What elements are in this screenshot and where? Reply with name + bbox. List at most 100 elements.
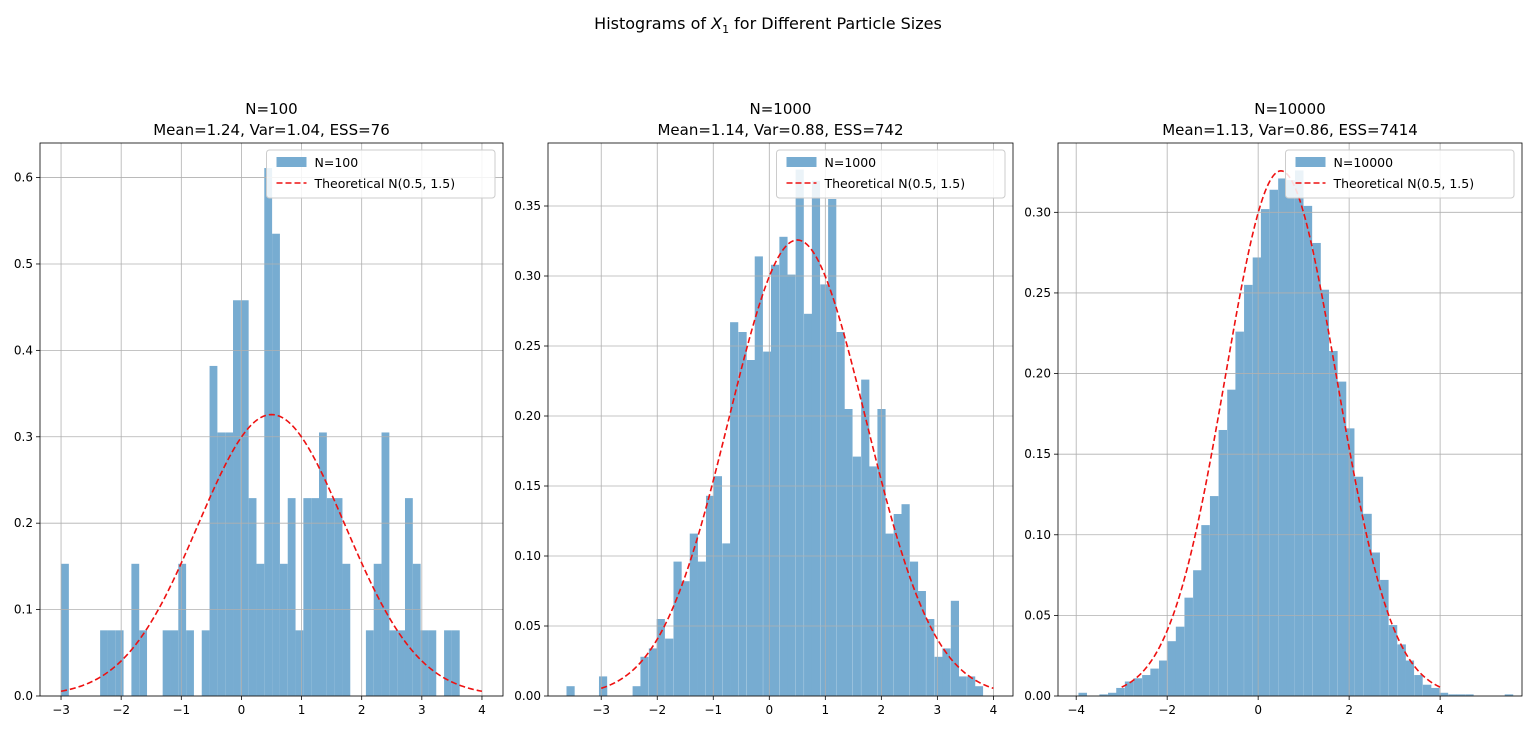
panel-subtitle: Mean=1.24, Var=1.04, ESS=76 — [153, 121, 390, 139]
histogram-bar — [334, 498, 343, 696]
histogram-bar — [754, 256, 763, 696]
histogram-bar — [934, 656, 943, 696]
histogram-bar — [885, 533, 894, 696]
y-tick-label: 0.30 — [1024, 205, 1051, 219]
histogram-bar — [100, 630, 108, 696]
histogram-bar — [598, 676, 608, 696]
histogram-bar — [272, 233, 280, 696]
histogram-bar — [1278, 178, 1287, 696]
histogram-bar — [1363, 513, 1372, 696]
panel-subtitle: Mean=1.13, Var=0.86, ESS=7414 — [1162, 121, 1418, 139]
histogram-bar — [389, 630, 398, 696]
histogram-bar — [1337, 381, 1347, 696]
histogram-bar — [1431, 687, 1440, 696]
histogram-bar — [1269, 189, 1279, 696]
y-tick-label: 0.30 — [514, 269, 541, 283]
x-tick-label: 2 — [878, 703, 886, 717]
histogram-bar — [428, 630, 437, 696]
histogram-bar — [373, 563, 382, 696]
histogram-bar — [201, 630, 210, 696]
legend-box — [266, 149, 496, 199]
histogram-bar — [295, 630, 304, 696]
histogram-bar — [844, 409, 853, 696]
histogram-bar — [279, 563, 288, 696]
y-tick-label: 0.10 — [514, 549, 541, 563]
histogram-bar — [1227, 389, 1236, 696]
histogram-bar — [770, 264, 780, 696]
histogram-bar — [1124, 681, 1134, 696]
y-tick-label: 0.20 — [514, 409, 541, 423]
y-tick-label: 0.5 — [14, 257, 33, 271]
legend-bar-swatch — [786, 157, 817, 167]
histogram-bar — [342, 563, 351, 696]
histogram-bar — [811, 180, 821, 696]
legend: N=10000 Theoretical N(0.5, 1.5) — [1285, 149, 1515, 199]
y-tick-label: 0.00 — [1024, 689, 1051, 703]
histogram-bar — [1158, 660, 1168, 696]
x-tick-label: 1 — [821, 703, 829, 717]
y-tick-label: 0.25 — [1024, 286, 1051, 300]
x-tick-label: 0 — [1254, 703, 1262, 717]
histogram-bar — [705, 495, 715, 696]
x-tick-label: −2 — [112, 703, 130, 717]
y-tick-label: 0.05 — [514, 619, 541, 633]
histogram-bar — [1150, 668, 1159, 696]
x-tick-label: −2 — [1158, 703, 1176, 717]
y-tick-label: 0.10 — [1024, 528, 1051, 542]
y-tick-label: 0.15 — [1024, 447, 1051, 461]
x-tick-label: −3 — [52, 703, 70, 717]
histogram-bar — [326, 498, 335, 696]
x-tick-label: 4 — [990, 703, 998, 717]
x-tick-label: 1 — [298, 703, 306, 717]
histogram-bar — [1422, 684, 1432, 696]
histogram-bar — [412, 563, 421, 696]
histogram-bar — [1295, 170, 1304, 696]
histogram-bar — [1303, 205, 1313, 696]
x-tick-label: 4 — [1436, 703, 1444, 717]
histogram-bar — [1193, 570, 1202, 696]
legend-label-histogram: N=100 — [315, 155, 359, 170]
y-tick-label: 0.6 — [14, 171, 33, 185]
histogram-bar — [1244, 284, 1253, 696]
histogram-bar — [1504, 694, 1514, 696]
histogram-bar — [763, 351, 772, 696]
histogram-bar — [131, 563, 140, 696]
histogram-bar — [820, 284, 829, 696]
x-tick-label: 3 — [418, 703, 426, 717]
histogram-bar — [681, 581, 690, 696]
x-tick-label: −2 — [648, 703, 666, 717]
histogram-bar — [1448, 694, 1457, 696]
panel-title: N=100 — [245, 100, 297, 118]
histogram-bar — [730, 322, 739, 696]
legend-label-histogram: N=1000 — [825, 155, 877, 170]
histogram-bar — [1260, 209, 1270, 696]
histogram-bar — [974, 686, 984, 696]
histogram-bar — [958, 676, 967, 696]
legend: N=100 Theoretical N(0.5, 1.5) — [266, 149, 496, 199]
histogram-bar — [1380, 579, 1389, 696]
x-tick-label: −1 — [704, 703, 722, 717]
histogram-bar — [697, 561, 706, 696]
histogram-bar — [209, 365, 218, 696]
histogram-bar — [893, 514, 902, 696]
histogram-bar — [1312, 242, 1321, 696]
y-tick-label: 0.25 — [514, 339, 541, 353]
histogram-bar — [861, 379, 870, 696]
histogram-bar — [287, 498, 296, 696]
x-tick-label: 4 — [478, 703, 486, 717]
x-tick-label: 0 — [238, 703, 246, 717]
axes-frame — [39, 142, 504, 697]
legend: N=1000 Theoretical N(0.5, 1.5) — [776, 149, 1006, 199]
histogram-bar — [722, 543, 731, 696]
theoretical-curve — [1121, 170, 1441, 688]
histogram-bar — [1133, 678, 1143, 696]
histogram-bar — [311, 498, 320, 696]
histogram-bar — [1167, 641, 1177, 696]
x-tick-label: 2 — [1345, 703, 1353, 717]
histogram-bar — [170, 630, 179, 696]
histogram-bar — [926, 619, 935, 696]
y-tick-label: 0.00 — [514, 689, 541, 703]
chart-panel-2: −3 −2 −1 0 1 2 3 4 0.00 0.05 0.10 0.15 0.20 0.25 0.30 0… — [514, 100, 1014, 717]
histogram-bar — [256, 563, 265, 696]
histogram-bar — [1175, 626, 1185, 696]
